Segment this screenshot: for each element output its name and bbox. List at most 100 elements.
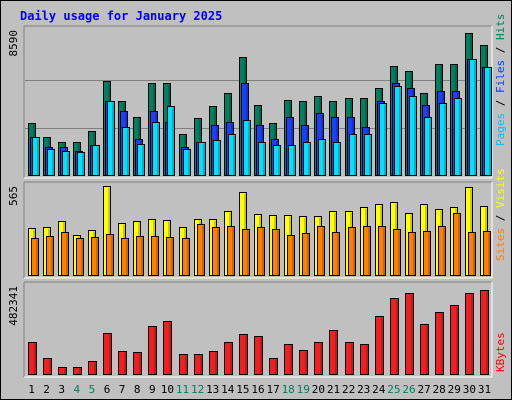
x-tick-label-day-27: 27 (417, 383, 430, 396)
bar-pages-day-19 (303, 142, 311, 176)
bar-kbytes-day-30 (465, 293, 474, 375)
legend-panel-2: Sites / Visits (494, 168, 507, 261)
bar-kbytes-day-17 (269, 358, 278, 375)
bar-kbytes-day-6 (103, 333, 112, 375)
x-tick-label-day-8: 8 (134, 383, 141, 396)
bar-sites-day-31 (483, 231, 491, 276)
x-tick-label-day-13: 13 (206, 383, 219, 396)
x-tick-label-day-23: 23 (357, 383, 370, 396)
legend-panel-3: KBytes (494, 332, 507, 372)
panel-1: 8590 Pages / Files / Hits (7, 14, 507, 179)
bar-kbytes-day-5 (88, 361, 97, 375)
bar-kbytes-day-7 (118, 351, 127, 375)
x-tick-label-day-22: 22 (342, 383, 355, 396)
bar-sites-day-12 (197, 224, 205, 276)
x-tick-label-day-11: 11 (176, 383, 189, 396)
bar-pages-day-29 (454, 98, 462, 176)
x-tick-label-day-28: 28 (433, 383, 446, 396)
bar-sites-day-9 (151, 236, 159, 276)
bar-kbytes-day-18 (284, 344, 293, 375)
bar-sites-day-20 (317, 226, 325, 276)
x-tick-label-day-7: 7 (119, 383, 126, 396)
bar-pages-day-4 (77, 152, 85, 176)
bar-kbytes-day-19 (299, 350, 308, 375)
legend-segment: Hits (494, 14, 507, 41)
series-pages (32, 59, 492, 176)
bar-sites-day-28 (438, 226, 446, 276)
series-kbytes (28, 290, 489, 375)
x-tick-label-day-3: 3 (58, 383, 65, 396)
legend-segment: Visits (494, 168, 507, 208)
bar-kbytes-day-4 (73, 367, 82, 375)
bar-kbytes-day-22 (345, 342, 354, 375)
bar-pages-day-21 (333, 142, 341, 176)
x-tick-label-day-29: 29 (448, 383, 461, 396)
y-axis-max-label: 482341 (7, 286, 20, 326)
x-tick-label-day-12: 12 (191, 383, 204, 396)
bar-kbytes-day-14 (224, 342, 233, 375)
bar-sites-day-30 (468, 232, 476, 276)
legend-segment: / (494, 208, 507, 228)
bar-sites-day-5 (91, 237, 99, 276)
bar-pages-day-26 (409, 96, 417, 176)
bar-sites-day-16 (257, 227, 265, 276)
bar-kbytes-day-15 (239, 334, 248, 375)
chart-title: Daily usage for January 2025 (20, 9, 222, 23)
x-tick-label-day-2: 2 (43, 383, 50, 396)
bar-pages-day-23 (364, 134, 372, 176)
bar-sites-day-15 (242, 229, 250, 276)
bar-pages-day-31 (484, 67, 492, 176)
series-sites (31, 213, 491, 276)
bar-pages-day-17 (273, 145, 281, 176)
bar-kbytes-day-16 (254, 336, 263, 375)
bar-kbytes-day-1 (28, 342, 37, 375)
bar-kbytes-day-20 (314, 342, 323, 375)
bar-kbytes-day-2 (43, 358, 52, 375)
bar-sites-day-29 (453, 213, 461, 276)
x-axis: 1 2 3 4 5 6 7 8 9 10 11 12 13 14 15 16 17 18 19 20 21 22 23 24 2… (28, 383, 491, 396)
bar-sites-day-8 (136, 236, 144, 276)
bar-pages-day-15 (243, 120, 251, 176)
bar-pages-day-7 (122, 127, 130, 176)
bar-sites-day-2 (46, 236, 54, 276)
bar-pages-day-28 (439, 103, 447, 176)
y-axis-max-label: 565 (7, 186, 20, 206)
x-tick-label-day-5: 5 (89, 383, 96, 396)
bar-pages-day-25 (394, 86, 402, 176)
bar-sites-day-4 (76, 238, 84, 276)
bar-kbytes-day-8 (133, 352, 142, 375)
y-axis-max-label: 8590 (7, 30, 20, 57)
bar-kbytes-day-21 (329, 330, 338, 375)
bar-sites-day-18 (287, 235, 295, 276)
legend-panel-1: Pages / Files / Hits (494, 14, 507, 147)
bar-sites-day-6 (106, 234, 114, 276)
x-tick-label-day-4: 4 (73, 383, 80, 396)
x-tick-label-day-16: 16 (251, 383, 264, 396)
bar-sites-day-21 (332, 232, 340, 276)
bar-pages-day-12 (198, 142, 206, 176)
bar-kbytes-day-11 (179, 354, 188, 375)
bar-kbytes-day-9 (148, 326, 157, 375)
bar-sites-day-13 (212, 227, 220, 276)
x-tick-label-day-30: 30 (463, 383, 476, 396)
bar-sites-day-7 (121, 238, 129, 276)
bar-sites-day-14 (227, 226, 235, 276)
bar-kbytes-day-27 (420, 324, 429, 375)
legend-segment: / (494, 93, 507, 113)
bar-kbytes-day-25 (390, 298, 399, 375)
bar-pages-day-11 (183, 149, 191, 176)
legend-segment: / (494, 40, 507, 60)
bar-kbytes-day-13 (209, 351, 218, 375)
panel-2: 565 Sites / Visits (7, 168, 507, 279)
legend-segment: Pages (494, 113, 507, 146)
bar-pages-day-8 (137, 144, 145, 176)
bar-sites-day-27 (423, 231, 431, 276)
bar-sites-day-24 (378, 226, 386, 276)
legend-segment: Sites (494, 228, 507, 261)
bar-kbytes-day-24 (375, 316, 384, 375)
x-tick-label-day-21: 21 (327, 383, 340, 396)
bar-sites-day-22 (348, 227, 356, 276)
bar-sites-day-10 (166, 237, 174, 276)
x-tick-label-day-17: 17 (266, 383, 279, 396)
